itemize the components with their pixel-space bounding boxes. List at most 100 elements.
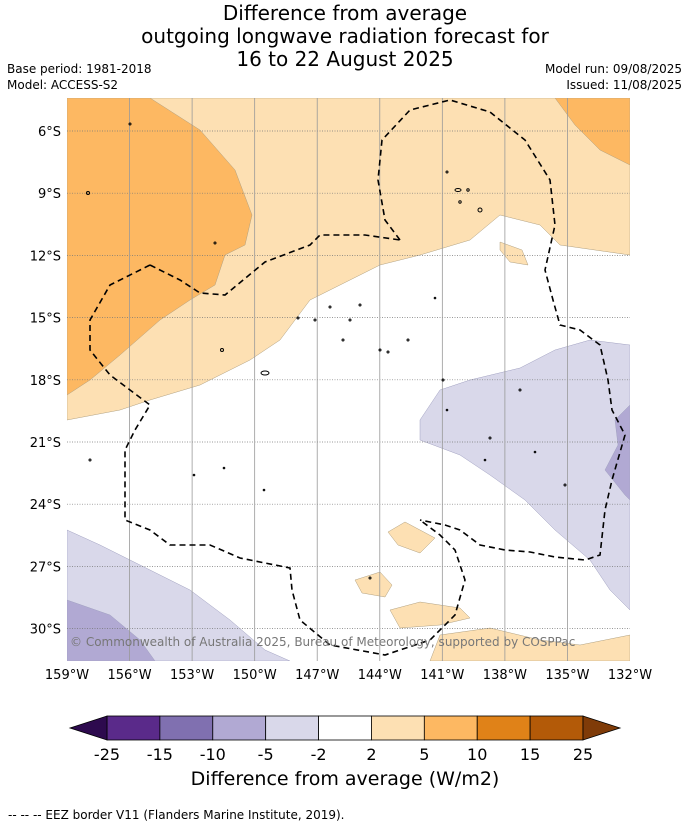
lat-label: 21°S [30, 436, 61, 451]
island [348, 318, 352, 322]
island [88, 458, 92, 462]
island [445, 408, 449, 412]
map-panel: © Commonwealth of Australia 2025, Bureau… [67, 98, 630, 661]
model-label: Model: ACCESS-S2 [7, 78, 119, 92]
islands [86, 122, 567, 580]
lon-label: 138°W [483, 668, 527, 683]
anomaly-blob-south-2 [354, 571, 393, 598]
lat-label: 12°S [30, 249, 61, 264]
anomaly-region-purple-southwest [67, 599, 156, 661]
island [386, 350, 390, 354]
island [406, 338, 410, 342]
colorbar-cell [371, 715, 425, 741]
colorbar-over-arrow [582, 715, 622, 741]
island [213, 241, 217, 245]
island [466, 188, 470, 192]
lon-label: 156°W [107, 668, 151, 683]
lat-label: 27°S [30, 560, 61, 575]
anomaly-blob-south-1 [387, 521, 436, 554]
colorbar-tick-label: -5 [257, 745, 274, 764]
colorbar-tick-label: 10 [467, 745, 488, 764]
eez-border-west-loop [89, 264, 466, 656]
island [433, 296, 437, 300]
island [477, 207, 483, 213]
anomaly-region-orange-northeast [554, 98, 630, 166]
colorbar-tick-label: -25 [93, 745, 121, 764]
model-run-label: Model run: 09/08/2025 [544, 62, 682, 76]
lon-label: 144°W [358, 668, 402, 683]
island [313, 318, 317, 322]
lat-label: 18°S [30, 374, 61, 389]
island [563, 483, 567, 487]
island [220, 348, 224, 352]
island [483, 458, 487, 462]
island [262, 488, 266, 492]
colorbar-tick-label: 15 [519, 745, 541, 764]
anomaly-region-orange-west [67, 98, 253, 396]
lon-label: 141°W [420, 668, 464, 683]
colorbar-tick-label: 25 [572, 745, 594, 764]
latitude-labels: 6°S 9°S 12°S 15°S 18°S 21°S 24°S 27°S 30°S [30, 125, 61, 638]
longitude-labels: 159°W 156°W 153°W 150°W 147°W 144°W 141°W 138°W… [45, 668, 652, 683]
lon-label: 135°W [545, 668, 589, 683]
lat-label: 6°S [38, 125, 61, 140]
island [368, 576, 372, 580]
island [358, 303, 362, 307]
lat-label: 30°S [30, 623, 61, 638]
eez-footer-note: -- -- -- EEZ border V11 (Flanders Marine… [8, 808, 345, 822]
lat-label: 24°S [30, 498, 61, 513]
island [488, 436, 492, 440]
anomaly-blob-east [499, 241, 529, 266]
colorbar [68, 715, 622, 741]
lat-label: 15°S [30, 312, 61, 327]
island [222, 466, 226, 470]
lon-label: 159°W [45, 668, 89, 683]
copyright-text: © Commonwealth of Australia 2025, Bureau… [70, 635, 575, 649]
colorbar-tick-label: -15 [146, 745, 173, 764]
island [441, 378, 445, 382]
base-period-label: Base period: 1981-2018 [7, 62, 152, 76]
colorbar-cell [476, 715, 531, 741]
title-line-3: 16 to 22 August 2025 [236, 47, 454, 71]
eez-border-cook-islands [149, 99, 626, 561]
colorbar-cell [106, 715, 161, 741]
island [518, 388, 522, 392]
colorbar-cell [159, 715, 214, 741]
title-line-1: Difference from average [222, 1, 468, 25]
colorbar-cell [423, 715, 478, 741]
anomaly-region-purple-east [604, 404, 630, 501]
title-line-2: outgoing longwave radiation forecast for [141, 24, 549, 48]
colorbar-cell [212, 715, 267, 741]
island [260, 370, 270, 376]
colorbar-cell [529, 715, 584, 741]
anomaly-blob-south-4 [429, 627, 630, 661]
island [192, 473, 196, 477]
colorbar-tick-label: 2 [366, 745, 377, 764]
colorbar-title: Difference from average (W/m2) [190, 768, 500, 790]
island [328, 305, 332, 309]
colorbar-cell [318, 715, 372, 741]
island [128, 122, 132, 126]
lon-label: 147°W [295, 668, 339, 683]
island [458, 200, 462, 204]
colorbar-tick-label: -10 [199, 745, 226, 764]
island [86, 191, 90, 195]
lat-label: 9°S [38, 187, 61, 202]
eez-borders [89, 99, 626, 656]
map-svg: © Commonwealth of Australia 2025, Bureau… [30, 98, 652, 683]
island [533, 450, 537, 454]
colorbar-tick-label: -2 [310, 745, 327, 764]
colorbar-under-arrow [68, 715, 108, 741]
island [454, 188, 462, 192]
issued-label: Issued: 11/08/2025 [566, 78, 682, 92]
colorbar-tick-label: 5 [419, 745, 430, 764]
lon-label: 153°W [170, 668, 214, 683]
island [445, 170, 449, 174]
anomaly-blob-south-3 [389, 601, 471, 629]
anomaly-region-light-purple-east [419, 339, 630, 611]
island [341, 338, 345, 342]
lon-label: 150°W [233, 668, 277, 683]
colorbar-cell [265, 715, 319, 741]
island [296, 316, 300, 320]
island [378, 348, 382, 352]
